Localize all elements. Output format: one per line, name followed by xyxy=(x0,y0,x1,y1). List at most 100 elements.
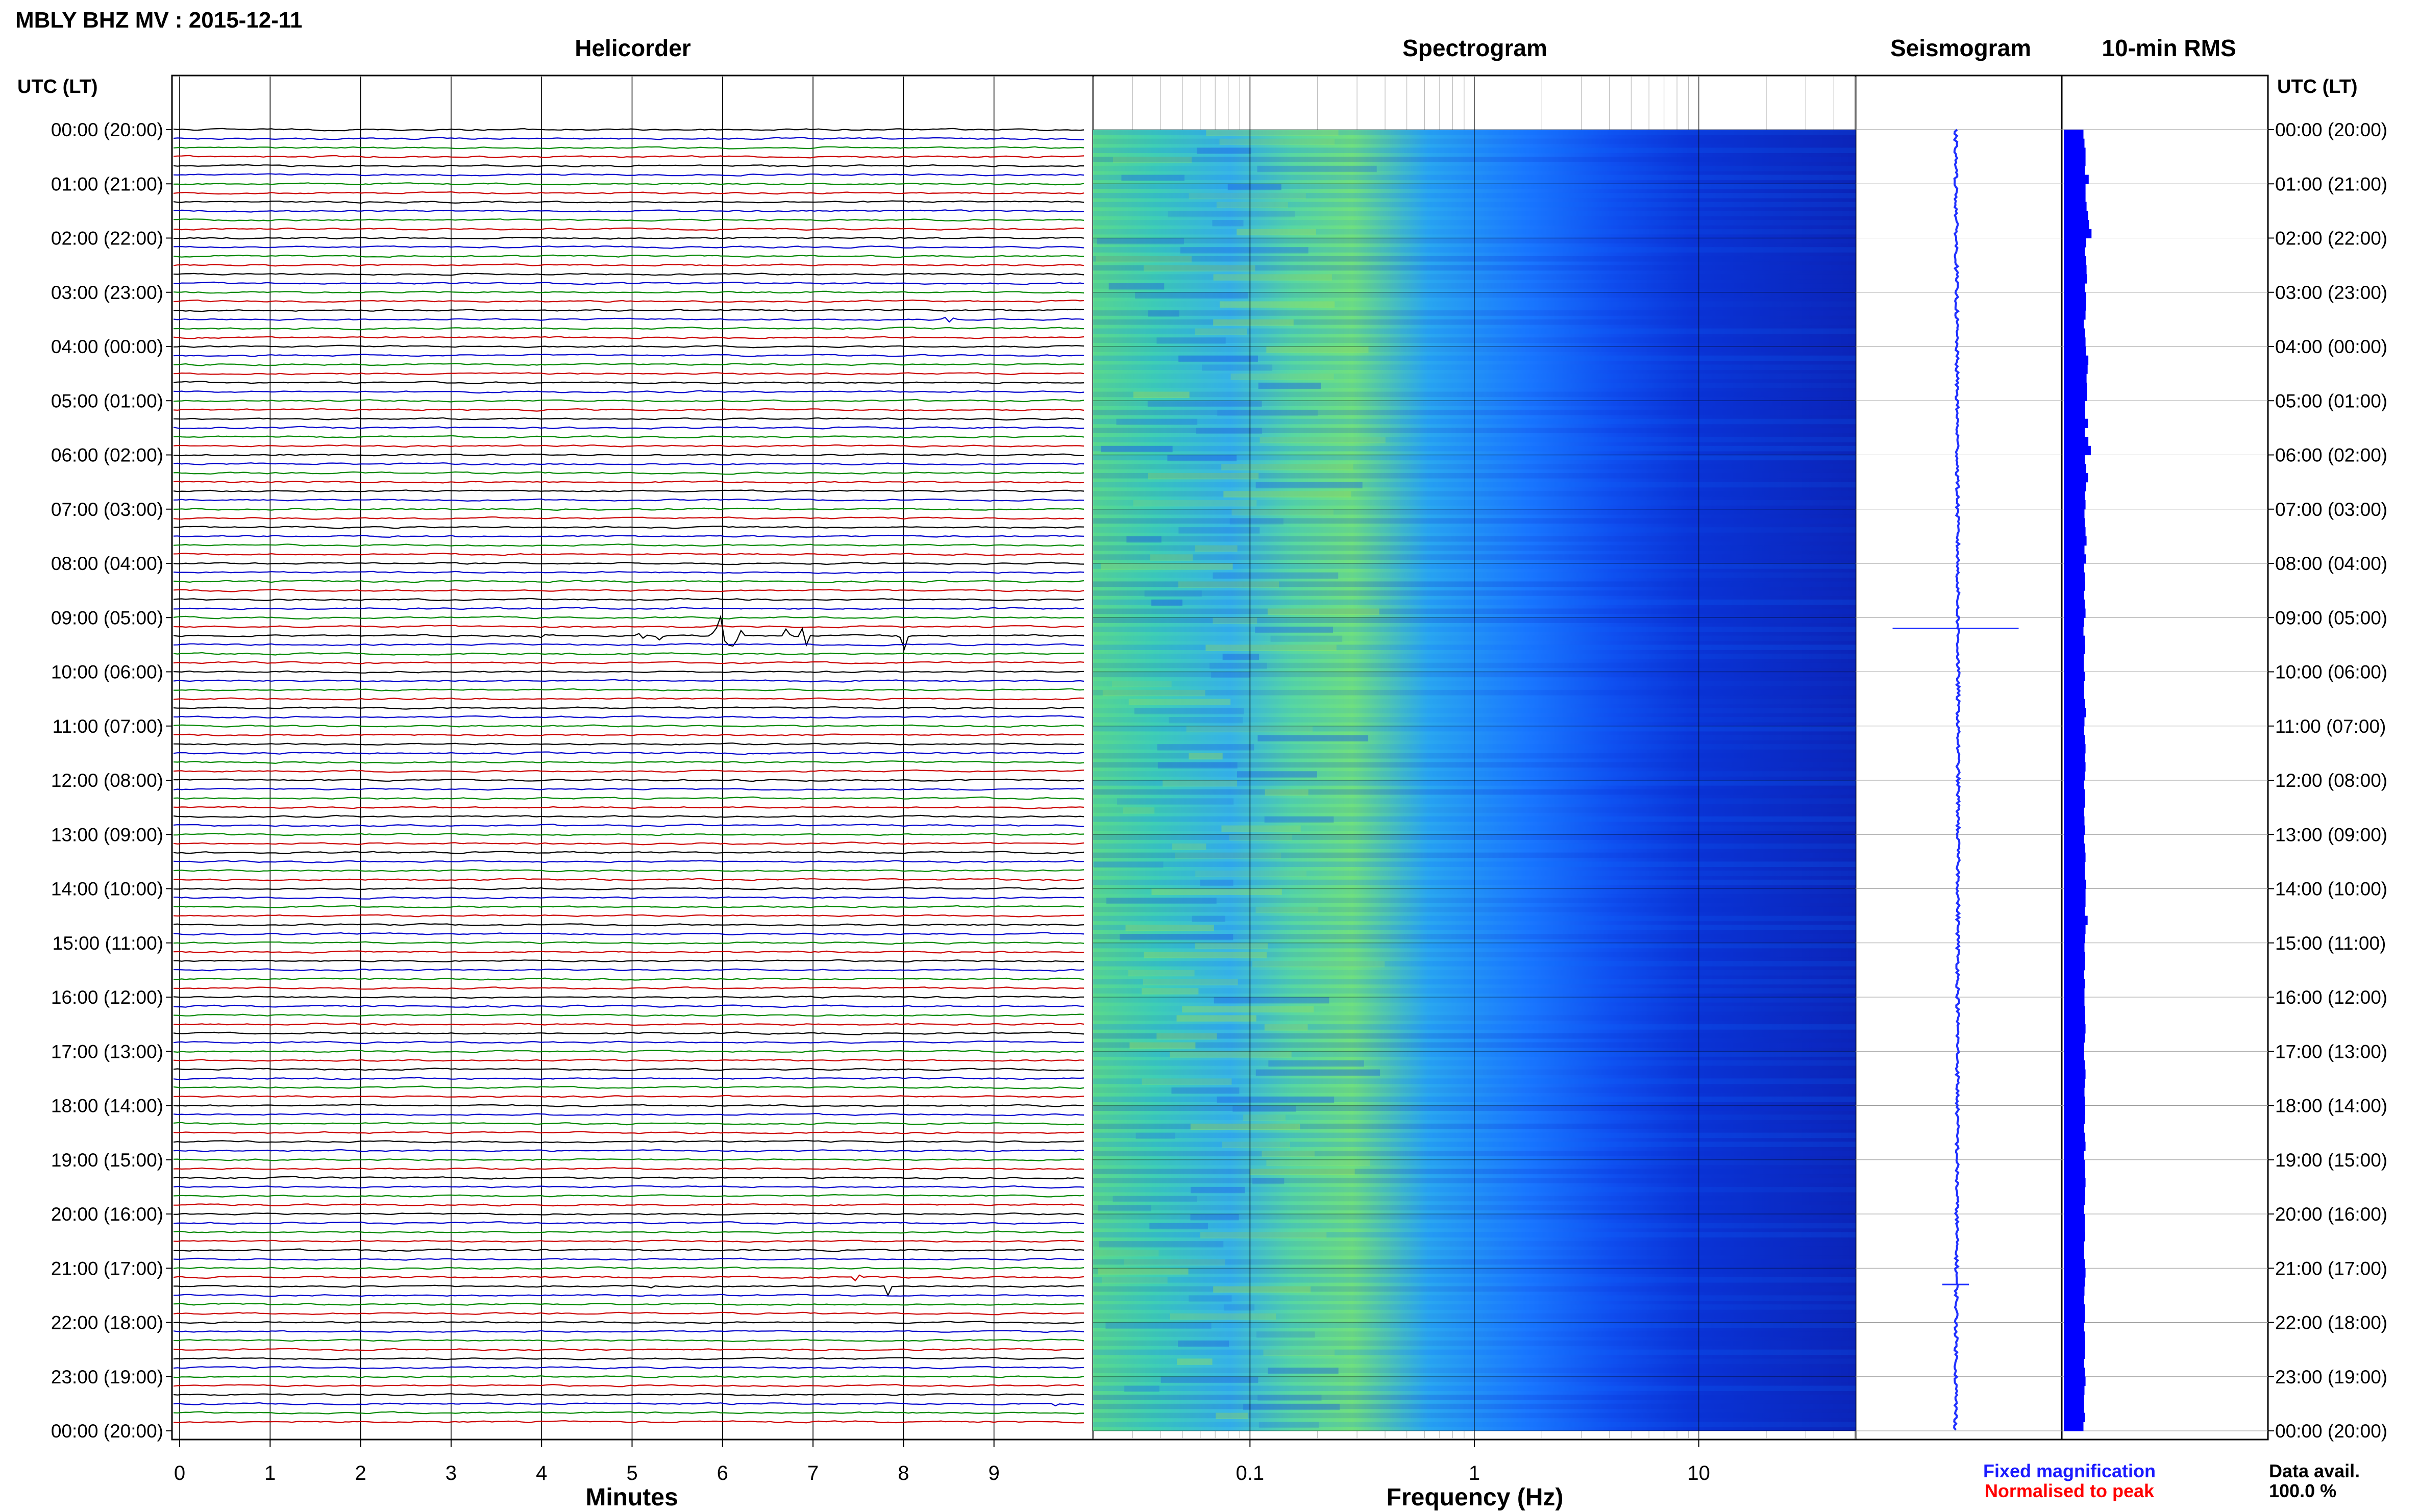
spectrogram-low-freq-patch xyxy=(1260,437,1386,443)
spectrogram-low-freq-patch xyxy=(1263,1349,1335,1356)
helicorder-trace xyxy=(173,661,1084,664)
spectrogram-low-freq-patch xyxy=(1219,301,1335,308)
spectrogram-low-freq-patch xyxy=(1171,1087,1240,1094)
spectrogram-low-freq-patch xyxy=(1189,192,1306,200)
rms-bar xyxy=(2064,192,2086,203)
helicorder-trace xyxy=(173,516,1084,520)
helicorder-trace xyxy=(173,697,1084,701)
helicorder-trace xyxy=(173,923,1084,927)
helicorder-trace xyxy=(173,408,1084,412)
spectrogram-low-freq-patch xyxy=(1190,1214,1239,1221)
rms-bar xyxy=(2064,319,2084,329)
helicorder-trace xyxy=(173,354,1084,357)
spectrogram-low-freq-patch xyxy=(1174,852,1281,859)
helicorder-trace xyxy=(173,462,1084,466)
left-time-tick-label: 20:00 (16:00) xyxy=(51,1204,163,1225)
spectrogram-low-freq-patch xyxy=(1205,645,1337,651)
spectrogram-low-freq-patch xyxy=(1161,1376,1258,1383)
rms-bar xyxy=(2064,1422,2084,1431)
helicorder-x-tick-label: 5 xyxy=(626,1462,637,1484)
spectrogram-low-freq-patch xyxy=(1099,1241,1224,1248)
spectrogram-low-freq-patch xyxy=(1094,861,1164,868)
rms-bar xyxy=(2064,130,2084,139)
left-time-tick-label: 00:00 (20:00) xyxy=(51,119,163,140)
spectrogram-low-freq-patch xyxy=(1252,1178,1285,1184)
rms-bar xyxy=(2064,988,2085,998)
left-time-tick-label: 04:00 (00:00) xyxy=(51,336,163,357)
rms-frame xyxy=(2061,75,2269,1441)
helicorder-trace xyxy=(173,1085,1084,1089)
helicorder-trace xyxy=(173,706,1084,710)
left-time-tick-label: 11:00 (07:00) xyxy=(53,716,163,737)
helicorder-trace xyxy=(173,381,1084,385)
helicorder-trace xyxy=(173,344,1084,349)
spectrogram-low-freq-patch xyxy=(1113,1196,1197,1202)
rms-bar xyxy=(2064,798,2085,808)
spectrogram-low-freq-patch xyxy=(1149,1223,1208,1230)
spectrogram-low-freq-patch xyxy=(1211,672,1250,678)
helicorder-title: Helicorder xyxy=(575,35,691,61)
rms-bar xyxy=(2064,861,2085,871)
helicorder-trace xyxy=(173,670,1084,674)
rms-bar xyxy=(2064,654,2084,663)
helicorder-trace xyxy=(173,308,1084,312)
helicorder-trace xyxy=(173,733,1084,737)
spectrogram-low-freq-patch xyxy=(1178,581,1279,588)
helicorder-trace xyxy=(173,534,1084,538)
rms-bar xyxy=(2064,1069,2086,1079)
right-time-tick-label: 13:00 (09:00) xyxy=(2275,824,2387,845)
helicorder-trace xyxy=(173,128,1084,132)
left-time-tick-label: 22:00 (18:00) xyxy=(51,1312,163,1333)
helicorder-trace xyxy=(173,372,1084,376)
helicorder-trace xyxy=(173,417,1084,421)
rms-bar xyxy=(2064,328,2085,338)
rms-bar xyxy=(2064,816,2085,826)
spectrogram-low-freq-patch xyxy=(1196,428,1263,434)
spectrogram-low-freq-patch xyxy=(1267,608,1379,615)
rms-bar xyxy=(2064,771,2085,781)
rms-bar xyxy=(2064,545,2085,555)
rms-bar xyxy=(2064,1268,2086,1278)
helicorder-trace xyxy=(173,272,1084,276)
helicorder-trace xyxy=(173,986,1084,990)
helicorder-frame xyxy=(171,75,1094,1441)
rms-bar xyxy=(2064,762,2086,772)
rms-bar xyxy=(2064,689,2084,700)
spectrogram-low-freq-patch xyxy=(1237,229,1317,236)
spectrogram-low-freq-patch xyxy=(1210,662,1267,670)
rms-bar xyxy=(2064,943,2085,953)
right-time-tick-label: 09:00 (05:00) xyxy=(2275,607,2387,628)
helicorder-trace xyxy=(173,769,1084,773)
rms-bar xyxy=(2064,898,2086,907)
helicorder-trace xyxy=(173,995,1084,999)
helicorder-trace xyxy=(173,480,1084,484)
spectrogram-low-freq-patch xyxy=(1156,337,1226,344)
helicorder-x-axis-title: Minutes xyxy=(585,1484,678,1511)
spectrogram-low-freq-patch xyxy=(1141,988,1199,995)
spectrogram-low-freq-patch xyxy=(1221,464,1353,470)
spectrogram-low-freq-patch xyxy=(1098,1205,1151,1211)
helicorder-trace xyxy=(173,1257,1084,1261)
spectrogram-low-freq-patch xyxy=(1128,699,1231,706)
rms-bar xyxy=(2064,681,2084,690)
left-time-tick-label: 10:00 (06:00) xyxy=(51,662,163,683)
helicorder-trace xyxy=(173,173,1084,177)
spectrogram-low-freq-patch xyxy=(1123,1259,1225,1266)
rms-bar xyxy=(2064,997,2085,1007)
rms-bar xyxy=(2064,925,2086,934)
helicorder-trace xyxy=(173,1221,1084,1225)
rms-bar xyxy=(2064,1123,2084,1133)
helicorder-x-tick-label: 0 xyxy=(174,1462,185,1484)
rms-bar xyxy=(2064,1114,2085,1124)
helicorder-trace xyxy=(173,642,1084,647)
helicorder-trace xyxy=(173,905,1084,908)
left-time-tick-label: 13:00 (09:00) xyxy=(51,824,163,845)
helicorder-trace xyxy=(173,227,1084,231)
left-time-tick-label: 09:00 (05:00) xyxy=(51,607,163,628)
helicorder-trace xyxy=(173,471,1084,475)
spectrogram-low-freq-patch xyxy=(1195,943,1268,950)
spectrogram-low-freq-patch xyxy=(1213,1286,1311,1293)
spectrogram-low-freq-patch xyxy=(1231,509,1334,516)
left-time-tick-label: 21:00 (17:00) xyxy=(51,1258,163,1279)
